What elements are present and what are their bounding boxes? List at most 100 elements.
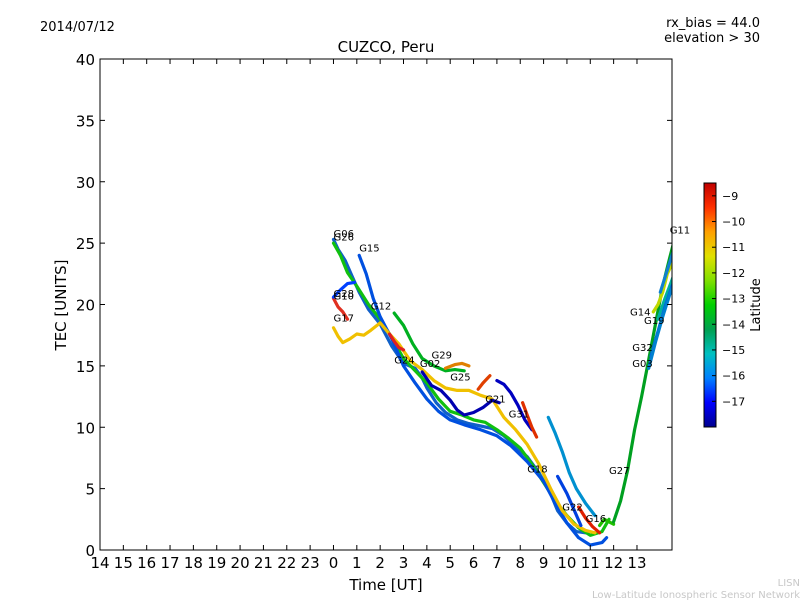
satellite-label: G17 (334, 314, 354, 325)
series-line-g22 (577, 505, 602, 535)
colorbar-ticks: −9 −10 −11 −12 −13 −14 −15 −16 −17 (712, 190, 745, 408)
series-line-g29 (476, 374, 492, 391)
x-tick-label: 4 (422, 554, 432, 572)
colorbar-tick-label: −17 (722, 395, 745, 408)
y-tick-label: 0 (85, 542, 95, 560)
x-tick-label: 11 (581, 554, 600, 572)
satellite-label: G24 (394, 355, 414, 366)
x-tick-label: 18 (184, 554, 203, 572)
y-tick-label: 15 (76, 358, 95, 376)
series-line-g17r (387, 332, 406, 352)
y-tick-label: 40 (76, 51, 95, 69)
y-tick-label: 25 (76, 235, 95, 253)
x-tick-label: 22 (277, 554, 296, 572)
series-line-g26 (331, 241, 611, 537)
satellite-label: G10 (334, 292, 354, 303)
y-tick-label: 35 (76, 112, 95, 130)
colorbar: −9 −10 −11 −12 −13 −14 −15 −16 −17 Latitude (703, 182, 764, 428)
x-tick-label: 16 (137, 554, 156, 572)
x-tick-label: 14 (90, 554, 109, 572)
satellite-label: G06 (334, 229, 354, 240)
x-tick-label: 3 (399, 554, 409, 572)
satellite-label: G27 (609, 466, 629, 477)
colorbar-tick-label: −13 (722, 293, 745, 306)
elevation-label: elevation > 30 (664, 31, 760, 46)
satellite-label: G18 (527, 465, 547, 476)
series-line-g17 (331, 321, 597, 535)
x-tick-label: 7 (492, 554, 502, 572)
series-line-g28 (331, 296, 350, 321)
satellite-label: G15 (359, 244, 379, 255)
satellite-label: G16 (586, 514, 606, 525)
series-line-g11 (658, 249, 672, 294)
satellite-label: G21 (485, 395, 505, 406)
x-tick-label: 13 (627, 554, 646, 572)
rx-bias-label: rx_bias = 44.0 (666, 16, 760, 31)
date-label: 2014/07/12 (40, 20, 115, 35)
colorbar-tick-label: −15 (722, 344, 745, 357)
y-tick-label: 5 (85, 481, 95, 499)
series-line-g21 (521, 401, 539, 439)
series-line-g19 (656, 275, 672, 321)
series-line-g11r (679, 182, 688, 219)
y-tick-label: 30 (76, 174, 95, 192)
colorbar-tick-label: −9 (722, 190, 738, 203)
x-tick-label: 0 (329, 554, 339, 572)
x-axis: 14 15 16 17 18 19 20 21 22 23 0 1 2 3 4 5 6 7 8 9 10 11 12 13 (90, 59, 647, 572)
series-line-g02 (443, 361, 471, 370)
satellite-label: G29 (432, 351, 452, 362)
y-axis: 0 5 10 15 20 25 30 35 40 (76, 51, 672, 560)
x-tick-label: 15 (114, 554, 133, 572)
x-tick-label: 19 (207, 554, 226, 572)
satellite-label: G12 (371, 301, 391, 312)
series-line-g12 (392, 311, 466, 373)
satellite-label: G03 (632, 359, 652, 370)
x-tick-label: 1 (352, 554, 362, 572)
x-tick-label: 21 (254, 554, 273, 572)
series-line-g03 (647, 284, 672, 370)
x-tick-label: 2 (375, 554, 385, 572)
x-tick-label: 8 (515, 554, 525, 572)
footer-lisn: LISN (778, 578, 800, 589)
satellite-label: G22 (562, 503, 582, 514)
series-line-g31 (546, 415, 597, 518)
series-line-g25 (495, 379, 534, 432)
satellite-label: G14 (630, 308, 650, 319)
satellite-label: G26 (334, 233, 354, 244)
x-tick-label: 17 (160, 554, 179, 572)
series-layer (331, 182, 688, 547)
series-line-g16 (598, 517, 616, 528)
satellite-label: G31 (509, 409, 529, 420)
y-axis-label: TEC [UNITS] (52, 260, 70, 352)
colorbar-tick-label: −12 (722, 267, 745, 280)
series-line-g18 (556, 474, 583, 528)
series-line-g27 (612, 242, 672, 524)
colorbar-fill (703, 182, 717, 428)
x-tick-label: 12 (604, 554, 623, 572)
x-axis-label: Time [UT] (348, 576, 422, 594)
x-tick-label: 23 (301, 554, 320, 572)
satellite-label: G19 (644, 316, 664, 327)
satellite-label: G28 (334, 289, 354, 300)
y-tick-label: 10 (76, 419, 95, 437)
y-tick-label: 20 (76, 297, 95, 315)
colorbar-tick-label: −11 (722, 241, 745, 254)
colorbar-label: Latitude (749, 278, 764, 332)
x-tick-label: 6 (469, 554, 479, 572)
chart-title: CUZCO, Peru (338, 38, 435, 56)
satellite-label: G02 (420, 359, 440, 370)
colorbar-tick-label: −10 (722, 216, 745, 229)
x-tick-label: 5 (445, 554, 455, 572)
colorbar-tick-label: −16 (722, 370, 745, 383)
x-tick-label: 20 (231, 554, 250, 572)
series-line-g24 (420, 370, 501, 417)
series-line-g14 (651, 260, 672, 314)
series-line-g10 (331, 280, 357, 299)
satellite-label: G25 (450, 373, 470, 384)
satellite-label: G32 (632, 343, 652, 354)
colorbar-tick-label: −14 (722, 318, 745, 331)
satellite-label: G11 (670, 225, 690, 236)
x-tick-label: 10 (557, 554, 576, 572)
